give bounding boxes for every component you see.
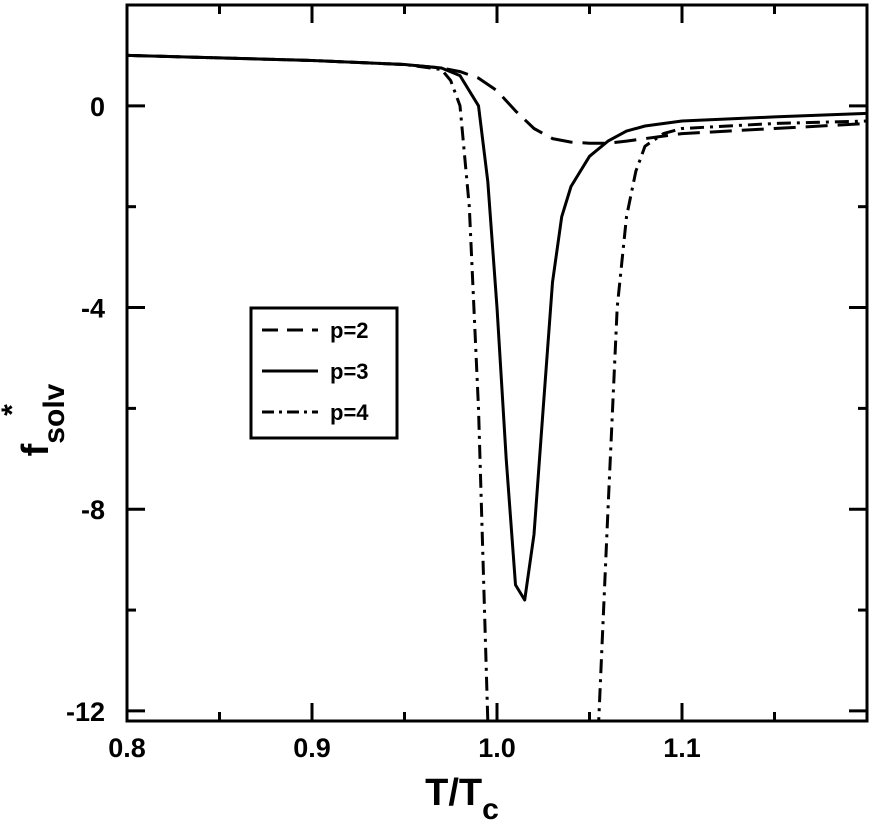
x-tick-label: 0.8 [108,733,146,763]
x-tick-label: 0.9 [293,733,331,763]
legend-label-p-2: p=2 [330,318,369,343]
x-axis-label: T/Tc [425,772,499,826]
plot-lines [127,53,867,721]
x-tick-label: 1.0 [478,733,516,763]
x-axis-label-subscript: c [482,793,499,826]
y-axis-label-main: f [15,443,57,456]
legend: p=2 p=3 p=4 [249,306,399,440]
legend-box [249,306,399,440]
y-axis-label-superscript: * [0,404,29,416]
series-line-p-4 [127,53,867,721]
y-tick-label: -8 [81,495,105,525]
axis-ticks [125,3,869,721]
plot-frame [125,3,869,723]
series-line-p-3 [127,53,867,602]
legend-label-p-4: p=4 [330,400,369,425]
legend-label-p-3: p=3 [330,359,369,384]
x-tick-label: 1.1 [663,733,701,763]
y-tick-label: 0 [90,92,105,122]
x-axis-label-main: T/T [425,772,482,814]
y-tick-label: -4 [81,294,105,324]
series-line-p-2 [127,53,867,145]
tick-labels: 0.8 0.9 1.0 1.1 0 -4 -8 -12 [66,92,701,763]
y-axis-label: fsolv [15,383,71,456]
y-axis-label-subscript: solv [38,383,71,443]
y-tick-label: -12 [66,697,105,727]
